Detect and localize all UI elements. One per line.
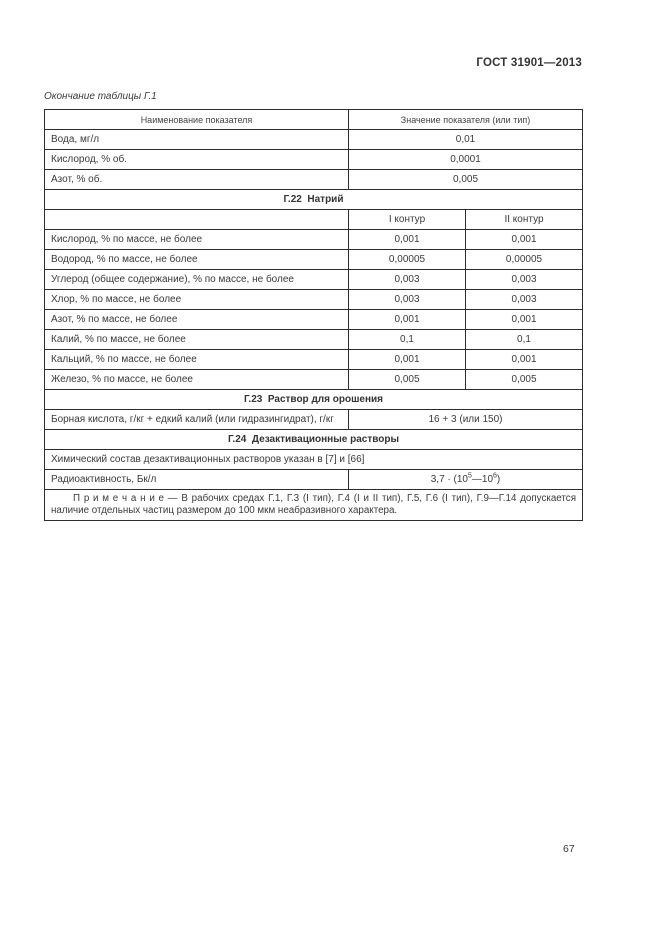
row-value-2: 0,1 bbox=[464, 329, 584, 350]
section-title: Г.24 Дезактивационные растворы bbox=[43, 429, 584, 450]
section-row-g22: Г.22 Натрий bbox=[43, 189, 584, 210]
note-row: П р и м е ч а н и е — В рабочих средах Г… bbox=[43, 489, 584, 521]
table-row: Кислород, % по массе, не более 0,001 0,0… bbox=[44, 229, 584, 250]
row-value: 0,0001 bbox=[347, 149, 584, 170]
row-value-1: 0,001 bbox=[348, 309, 466, 330]
table-row: Вода, мг/л 0,01 bbox=[44, 129, 584, 150]
row-name: Водород, % по массе, не более bbox=[44, 249, 349, 270]
row-value: 0,005 bbox=[347, 169, 584, 190]
row-value-2: 0,005 bbox=[464, 369, 584, 390]
radioactivity-value-suffix: ) bbox=[496, 473, 501, 485]
row-value-2: 0,003 bbox=[464, 269, 584, 290]
circuit-1-header: I контур bbox=[348, 209, 466, 230]
row-name: Калий, % по массе, не более bbox=[44, 329, 349, 350]
row-name: Радиоактивность, Бк/л bbox=[44, 469, 349, 490]
section-title: Г.23 Раствор для орошения bbox=[43, 389, 584, 410]
table-row: Кальций, % по массе, не более 0,001 0,00… bbox=[44, 349, 584, 370]
row-name: Азот, % по массе, не более bbox=[44, 309, 349, 330]
table-row: Радиоактивность, Бк/л 3,7 · (105—106) bbox=[44, 469, 584, 490]
table-row: Хлор, % по массе, не более 0,003 0,003 bbox=[44, 289, 584, 310]
row-value: 16 + 3 (или 150) bbox=[347, 409, 584, 430]
row-value-1: 0,003 bbox=[348, 269, 466, 290]
table-row: Борная кислота, г/кг + едкий калий (или … bbox=[44, 409, 584, 430]
header-col-value: Значение показателя (или тип) bbox=[347, 109, 584, 130]
note-text: П р и м е ч а н и е — В рабочих средах Г… bbox=[51, 493, 577, 516]
row-value-2: 0,001 bbox=[464, 349, 584, 370]
row-value-1: 0,001 bbox=[348, 349, 466, 370]
row-name: Углерод (общее содержание), % по массе, … bbox=[44, 269, 349, 290]
table-row: Химический состав дезактивационных раств… bbox=[43, 449, 584, 470]
table-row: Кислород, % об. 0,0001 bbox=[44, 149, 584, 170]
doc-header: ГОСТ 31901—2013 bbox=[476, 57, 582, 69]
table-row: Углерод (общее содержание), % по массе, … bbox=[44, 269, 584, 290]
table-row: Железо, % по массе, не более 0,005 0,005 bbox=[44, 369, 584, 390]
radioactivity-value-prefix: 3,7 · (10 bbox=[430, 473, 468, 485]
section-row-g23: Г.23 Раствор для орошения bbox=[43, 389, 584, 410]
row-value: 0,01 bbox=[347, 129, 584, 150]
empty-cell bbox=[44, 209, 349, 230]
row-name: Кислород, % по массе, не более bbox=[44, 229, 349, 250]
radioactivity-value-mid: —10 bbox=[471, 473, 494, 485]
chemical-composition-text: Химический состав дезактивационных раств… bbox=[43, 449, 584, 470]
row-value-1: 0,003 bbox=[348, 289, 466, 310]
row-value-2: 0,001 bbox=[464, 309, 584, 330]
row-name: Кальций, % по массе, не более bbox=[44, 349, 349, 370]
row-value-1: 0,1 bbox=[348, 329, 466, 350]
table-row: Водород, % по массе, не более 0,00005 0,… bbox=[44, 249, 584, 270]
row-name: Кислород, % об. bbox=[44, 149, 349, 170]
row-name: Борная кислота, г/кг + едкий калий (или … bbox=[44, 409, 349, 430]
row-value-1: 0,005 bbox=[348, 369, 466, 390]
row-value-2: 0,003 bbox=[464, 289, 584, 310]
table-row: Азот, % по массе, не более 0,001 0,001 bbox=[44, 309, 584, 330]
row-value-1: 0,00005 bbox=[348, 249, 466, 270]
circuit-header-row: I контур II контур bbox=[44, 209, 584, 230]
row-name: Железо, % по массе, не более bbox=[44, 369, 349, 390]
table-note: П р и м е ч а н и е — В рабочих средах Г… bbox=[43, 489, 584, 521]
section-row-g24: Г.24 Дезактивационные растворы bbox=[43, 429, 584, 450]
table-row: Калий, % по массе, не более 0,1 0,1 bbox=[44, 329, 584, 350]
row-value-2: 0,001 bbox=[464, 229, 584, 250]
row-value-1: 0,001 bbox=[348, 229, 466, 250]
table-row: Азот, % об. 0,005 bbox=[44, 169, 584, 190]
table-header-row: Наименование показателя Значение показат… bbox=[44, 109, 584, 130]
radioactivity-exponent-2: 6 bbox=[493, 472, 497, 480]
section-title: Г.22 Натрий bbox=[43, 189, 584, 210]
row-name: Хлор, % по массе, не более bbox=[44, 289, 349, 310]
row-value-2: 0,00005 bbox=[464, 249, 584, 270]
radioactivity-value: 3,7 · (105—106) bbox=[347, 469, 584, 490]
header-col-name: Наименование показателя bbox=[44, 109, 349, 130]
radioactivity-exponent-1: 5 bbox=[467, 472, 472, 480]
page-number: 67 bbox=[563, 843, 575, 855]
row-name: Азот, % об. bbox=[44, 169, 349, 190]
row-name: Вода, мг/л bbox=[44, 129, 349, 150]
table-g1-continuation: Наименование показателя Значение показат… bbox=[43, 109, 584, 521]
circuit-2-header: II контур bbox=[464, 209, 584, 230]
table-caption: Окончание таблицы Г.1 bbox=[44, 91, 157, 102]
